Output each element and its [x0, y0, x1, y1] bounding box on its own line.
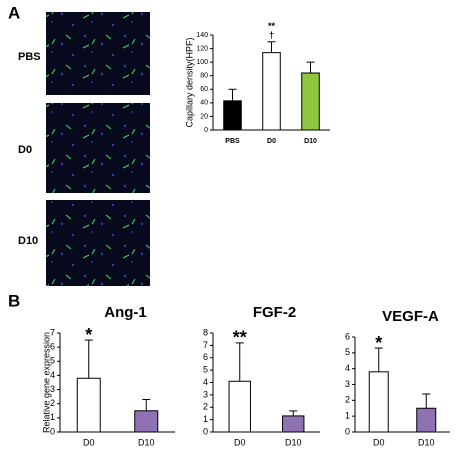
- y-tick-label: 8: [203, 327, 208, 337]
- micrograph: [46, 103, 150, 193]
- y-tick-label: 1: [50, 412, 55, 422]
- bar: [262, 52, 281, 131]
- y-tick-label: 0: [203, 426, 208, 436]
- x-tick-label: D0: [373, 437, 385, 447]
- bar: [416, 407, 437, 433]
- y-tick-label: 5: [345, 347, 350, 357]
- y-tick-label: 3: [203, 389, 208, 399]
- y-tick-label: 6: [345, 331, 350, 341]
- y-tick-label: 6: [50, 342, 55, 352]
- bar: [223, 100, 242, 131]
- chart-title: VEGF-A: [382, 308, 439, 325]
- row-label: D10: [18, 235, 38, 247]
- x-tick-label: PBS: [225, 138, 240, 145]
- panel-label: B: [8, 291, 20, 310]
- y-tick-label: 140: [196, 32, 208, 39]
- y-tick-label: 1: [203, 414, 208, 424]
- x-tick-label: D10: [418, 437, 435, 447]
- bar: [368, 371, 389, 433]
- y-tick-label: 60: [200, 86, 208, 93]
- x-tick-label: D0: [234, 437, 246, 447]
- micrograph: [46, 12, 150, 95]
- y-tick-label: 3: [50, 384, 55, 394]
- y-tick-label: 2: [203, 402, 208, 412]
- y-tick-label: 3: [345, 379, 350, 389]
- y-tick-label: 0: [345, 426, 350, 436]
- y-tick-label: 1: [345, 411, 350, 421]
- y-tick-label: 80: [200, 73, 208, 80]
- y-tick-label: 120: [196, 45, 208, 52]
- y-tick-label: 7: [50, 327, 55, 337]
- y-tick-label: 7: [203, 340, 208, 350]
- annotation: *: [85, 325, 92, 345]
- y-tick-label: 0: [204, 127, 208, 134]
- bar: [282, 415, 305, 433]
- row-label: PBS: [18, 51, 41, 63]
- x-tick-label: D10: [304, 138, 317, 145]
- y-axis-label: Relative gene expression: [41, 332, 51, 433]
- x-tick-label: D0: [267, 138, 276, 145]
- x-tick-label: D10: [285, 437, 302, 447]
- panel-label: A: [8, 3, 20, 22]
- y-tick-label: 4: [345, 363, 350, 373]
- y-tick-label: 20: [200, 113, 208, 120]
- annotation: *: [375, 333, 382, 353]
- y-tick-label: 2: [345, 395, 350, 405]
- chart-title: Ang-1: [104, 304, 147, 321]
- y-tick-label: 0: [50, 426, 55, 436]
- bar: [301, 72, 320, 131]
- x-tick-label: D0: [83, 437, 95, 447]
- y-tick-label: 2: [50, 398, 55, 408]
- y-tick-label: 4: [50, 370, 55, 380]
- bar: [228, 380, 251, 433]
- y-tick-label: 40: [200, 100, 208, 107]
- y-tick-label: 100: [196, 59, 208, 66]
- annotation: †: [269, 30, 274, 40]
- y-axis-label: Capillary density(HPF): [184, 37, 194, 127]
- annotation: **: [233, 328, 247, 348]
- chart-title: FGF-2: [253, 304, 296, 321]
- y-tick-label: 6: [203, 352, 208, 362]
- bar: [76, 377, 101, 433]
- x-tick-label: D10: [138, 437, 155, 447]
- row-label: D0: [18, 144, 32, 156]
- y-tick-label: 4: [203, 377, 208, 387]
- micrograph: [46, 200, 150, 286]
- y-tick-label: 5: [203, 365, 208, 375]
- annotation: **: [268, 21, 276, 31]
- y-tick-label: 5: [50, 356, 55, 366]
- bar: [134, 410, 159, 433]
